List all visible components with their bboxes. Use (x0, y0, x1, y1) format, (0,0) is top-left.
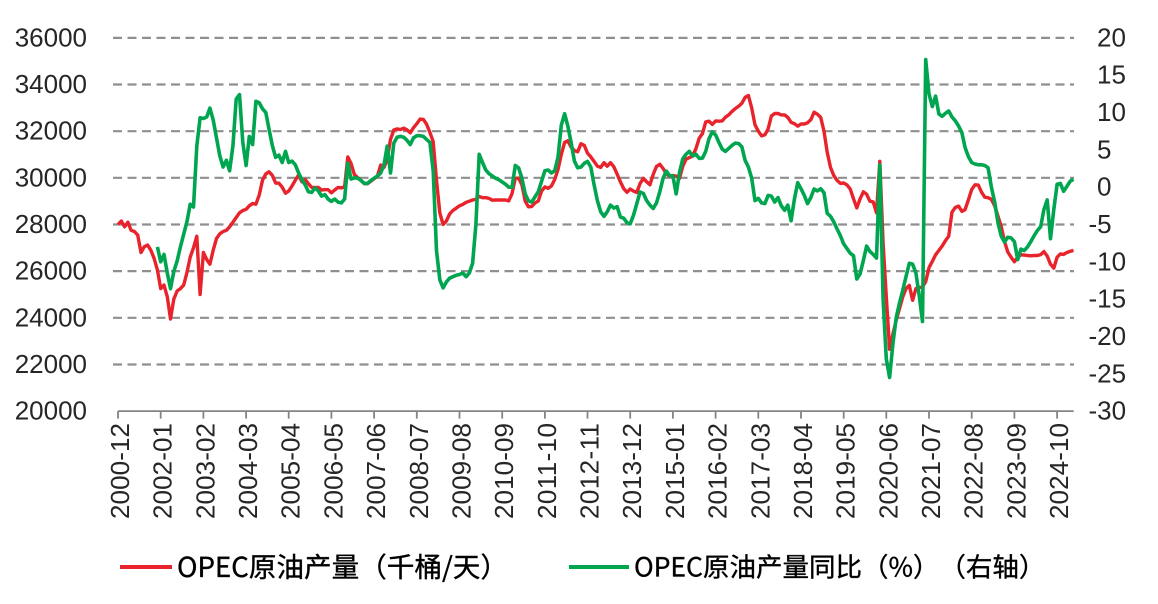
svg-text:2012-11: 2012-11 (575, 423, 605, 519)
svg-text:-20: -20 (1089, 321, 1127, 351)
svg-text:2018-04: 2018-04 (788, 423, 818, 519)
svg-text:2024-10: 2024-10 (1044, 423, 1074, 519)
svg-text:2008-07: 2008-07 (404, 423, 434, 519)
svg-text:2009-08: 2009-08 (447, 423, 477, 519)
svg-text:2016-02: 2016-02 (703, 423, 733, 519)
svg-text:2019-05: 2019-05 (831, 423, 861, 519)
svg-text:2003-02: 2003-02 (190, 423, 220, 519)
svg-text:2004-03: 2004-03 (233, 423, 263, 519)
svg-text:2022-08: 2022-08 (959, 423, 989, 519)
svg-text:30000: 30000 (15, 162, 87, 192)
svg-text:2005-04: 2005-04 (276, 423, 306, 519)
svg-text:0: 0 (1097, 172, 1111, 202)
svg-text:10: 10 (1097, 97, 1126, 127)
svg-text:-5: -5 (1089, 209, 1112, 239)
svg-text:2007-06: 2007-06 (361, 423, 391, 519)
svg-text:32000: 32000 (15, 116, 87, 146)
svg-text:2017-03: 2017-03 (745, 423, 775, 519)
svg-text:-25: -25 (1089, 358, 1127, 388)
svg-text:-15: -15 (1089, 284, 1127, 314)
svg-text:2011-10: 2011-10 (532, 423, 562, 519)
svg-text:2006-05: 2006-05 (318, 423, 348, 519)
svg-text:36000: 36000 (15, 22, 87, 52)
svg-text:2021-07: 2021-07 (916, 423, 946, 519)
svg-text:2023-09: 2023-09 (1001, 423, 1031, 519)
svg-text:2000-12: 2000-12 (105, 423, 135, 519)
svg-text:15: 15 (1097, 60, 1126, 90)
svg-text:-30: -30 (1089, 396, 1127, 426)
svg-text:2015-01: 2015-01 (660, 423, 690, 519)
svg-text:20000: 20000 (15, 396, 87, 426)
svg-text:2013-12: 2013-12 (617, 423, 647, 519)
svg-text:20: 20 (1097, 22, 1126, 52)
svg-text:5: 5 (1097, 134, 1111, 164)
svg-text:2002-01: 2002-01 (148, 423, 178, 519)
svg-text:2010-09: 2010-09 (489, 423, 519, 519)
svg-text:34000: 34000 (15, 69, 87, 99)
svg-text:-10: -10 (1089, 246, 1127, 276)
svg-text:28000: 28000 (15, 209, 87, 239)
svg-text:24000: 24000 (15, 302, 87, 332)
svg-text:22000: 22000 (15, 349, 87, 379)
svg-text:26000: 26000 (15, 256, 87, 286)
svg-text:2020-06: 2020-06 (873, 423, 903, 519)
